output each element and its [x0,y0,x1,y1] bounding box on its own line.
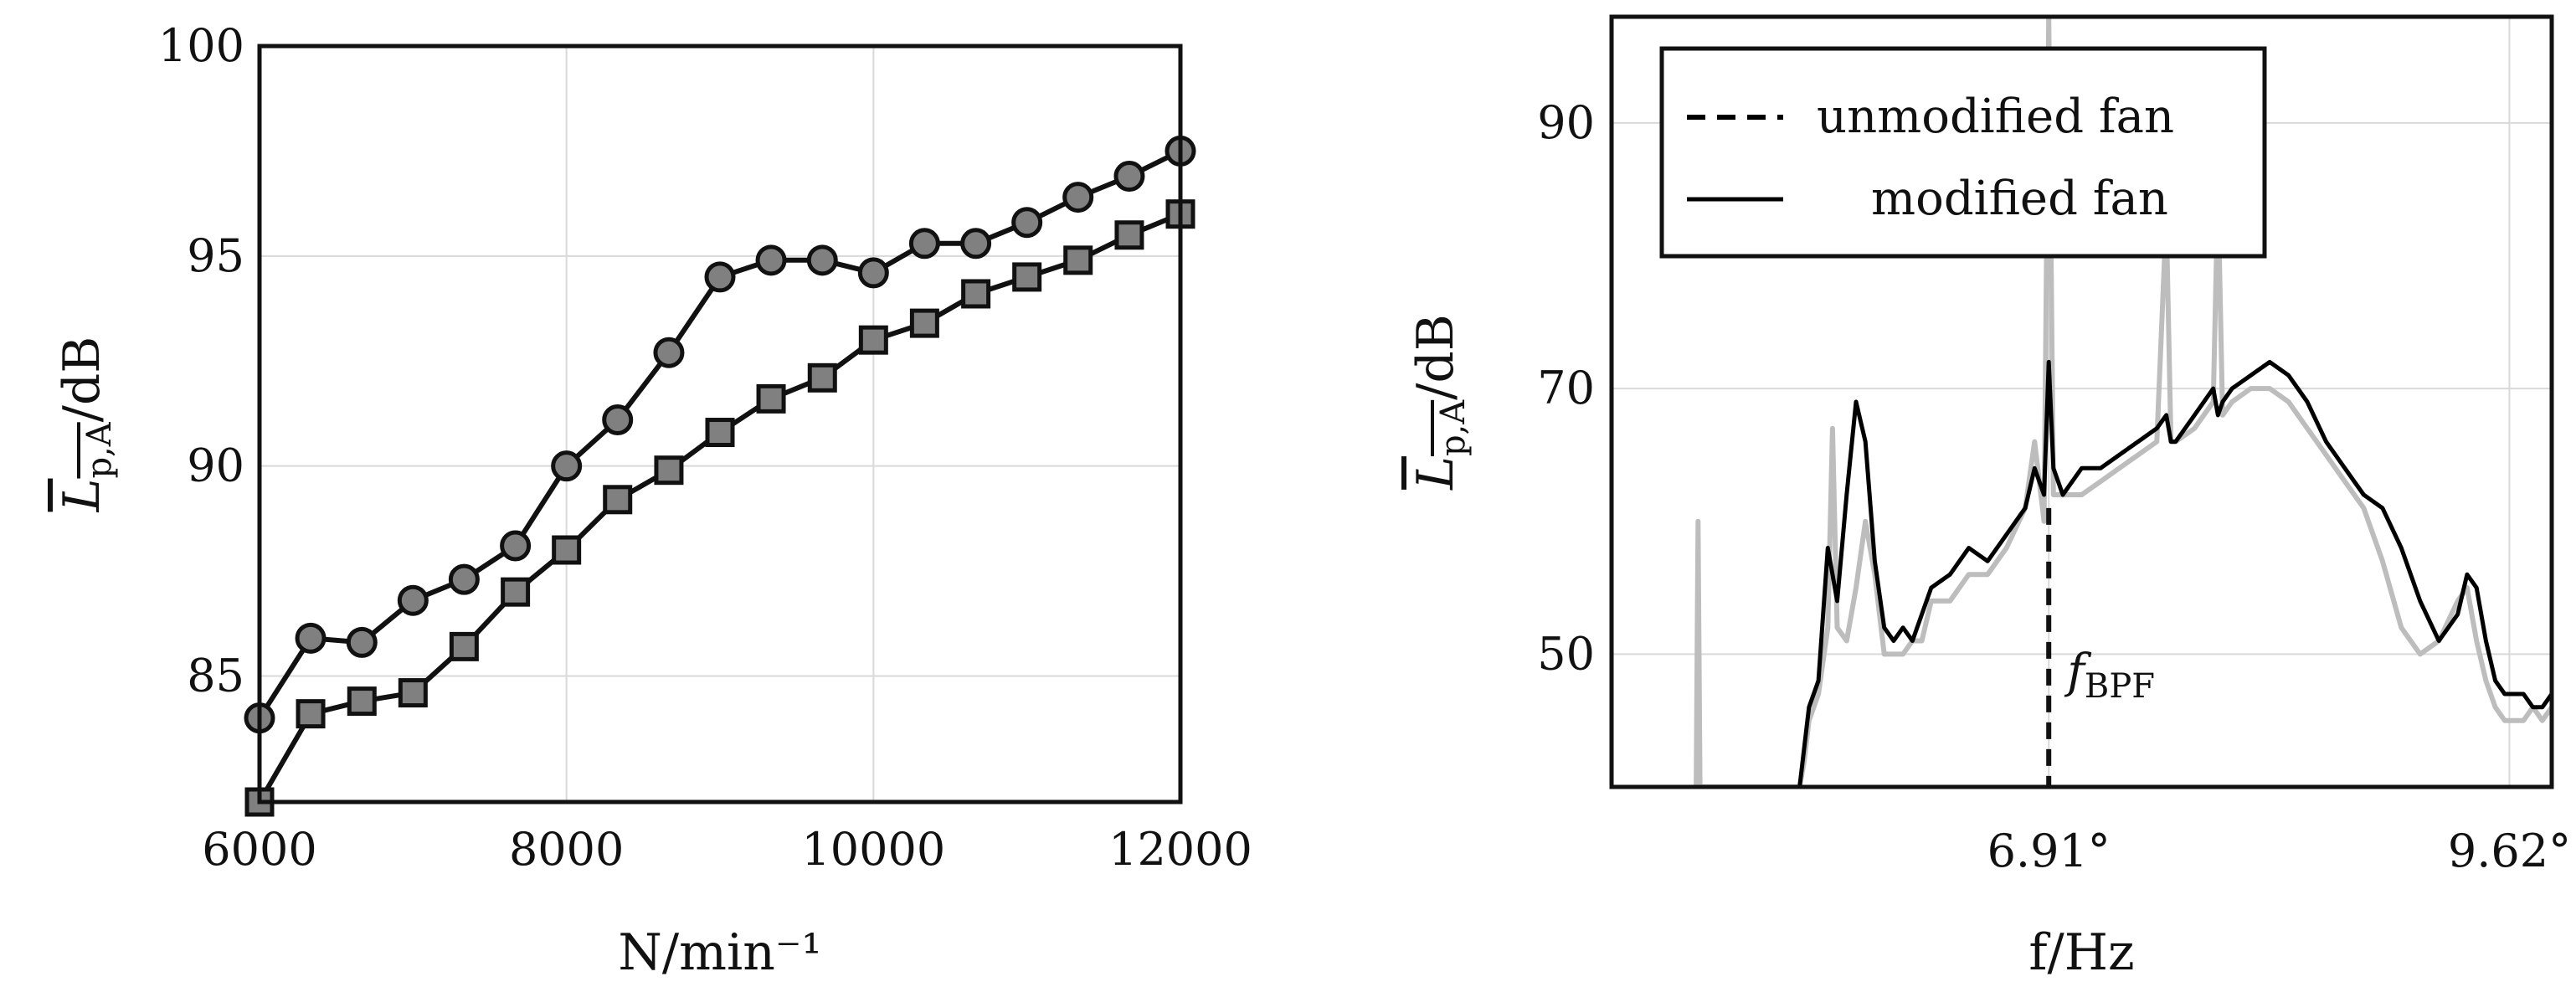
bpf-label: fBPF [2064,645,2155,706]
right-ytick-label: 90 [1537,96,1595,149]
legend-label-unmodified: unmodified fan [1817,90,2174,144]
square-marker [961,279,991,309]
left-ytick-label: 95 [187,229,244,282]
left-chart-frame [257,44,1183,805]
circle-marker [602,404,634,435]
circle-marker [346,626,378,658]
square-marker [501,577,531,607]
circle-marker [806,244,838,276]
legend: unmodified fan modified fan [1659,46,2267,259]
circle-marker [755,244,787,276]
square-marker [1012,262,1042,292]
right-xtick-label: 9.62° [2448,825,2571,877]
square-marker [756,383,786,414]
right-ytick-label: 70 [1537,362,1595,414]
circle-marker [397,584,429,616]
circle-marker [500,530,532,562]
circle-marker [551,450,583,482]
right-chart-xtick-labels: 6.91° 9.62° [1987,825,2572,877]
right-chart-xlabel: f/Hz [2028,923,2134,982]
right-ytick-label: 50 [1537,627,1595,680]
right-chart-ylabel: Lp,A/dB [1406,314,1473,491]
circle-marker [653,337,685,368]
square-marker [909,308,939,338]
left-chart-markers [244,135,1196,817]
right-chart-lines [1694,17,2552,787]
left-chart-ylabel: Lp,A/dB [53,337,119,513]
circle-marker [295,622,326,654]
circle-marker [704,261,736,293]
left-ytick-label: 100 [158,19,244,72]
circle-marker [1011,207,1043,239]
circle-marker [908,228,940,260]
square-marker [1063,245,1093,275]
left-xtick-label: 6000 [202,823,316,876]
square-marker [1114,220,1144,250]
left-xtick-label: 8000 [509,823,624,876]
square-marker [449,631,479,661]
left-ytick-label: 90 [187,440,244,492]
left-chart-ytick-labels: 85 90 95 100 [158,19,244,702]
circle-marker [857,257,889,289]
left-chart-panel: 6000 8000 10000 12000 85 90 95 100 N/min⁻¹ Lp,… [53,19,1252,982]
square-marker [603,485,633,515]
bpf-annotation: fBPF [2046,507,2155,787]
square-marker [858,325,888,355]
legend-label-modified: modified fan [1871,172,2168,226]
left-ytick-label: 85 [187,650,244,702]
left-chart-xtick-labels: 6000 8000 10000 12000 [202,823,1252,876]
right-chart-ytick-labels: 50 70 90 [1537,96,1595,680]
right-chart-panel: fBPF 6.91° 9.62° 50 70 90 f/Hz Lp,A/dB unmo… [1406,14,2572,982]
square-marker [654,455,684,486]
square-marker [807,362,837,393]
circle-marker [960,228,992,260]
square-marker [398,678,428,708]
square-marker [347,686,377,717]
circle-marker [448,563,480,595]
left-chart-xlabel: N/min⁻¹ [618,923,821,982]
legend-box [1659,46,2267,259]
unmodified-fan-spectrum [1694,359,2552,787]
left-xtick-label: 10000 [801,823,945,876]
right-xtick-label: 6.91° [1987,825,2111,877]
right-chart-frame [1609,14,2554,789]
circle-marker [1062,182,1094,213]
left-xtick-label: 12000 [1108,823,1252,876]
square-marker [552,535,582,565]
square-marker [705,418,735,448]
square-marker [296,699,326,729]
circle-marker [1113,161,1145,193]
